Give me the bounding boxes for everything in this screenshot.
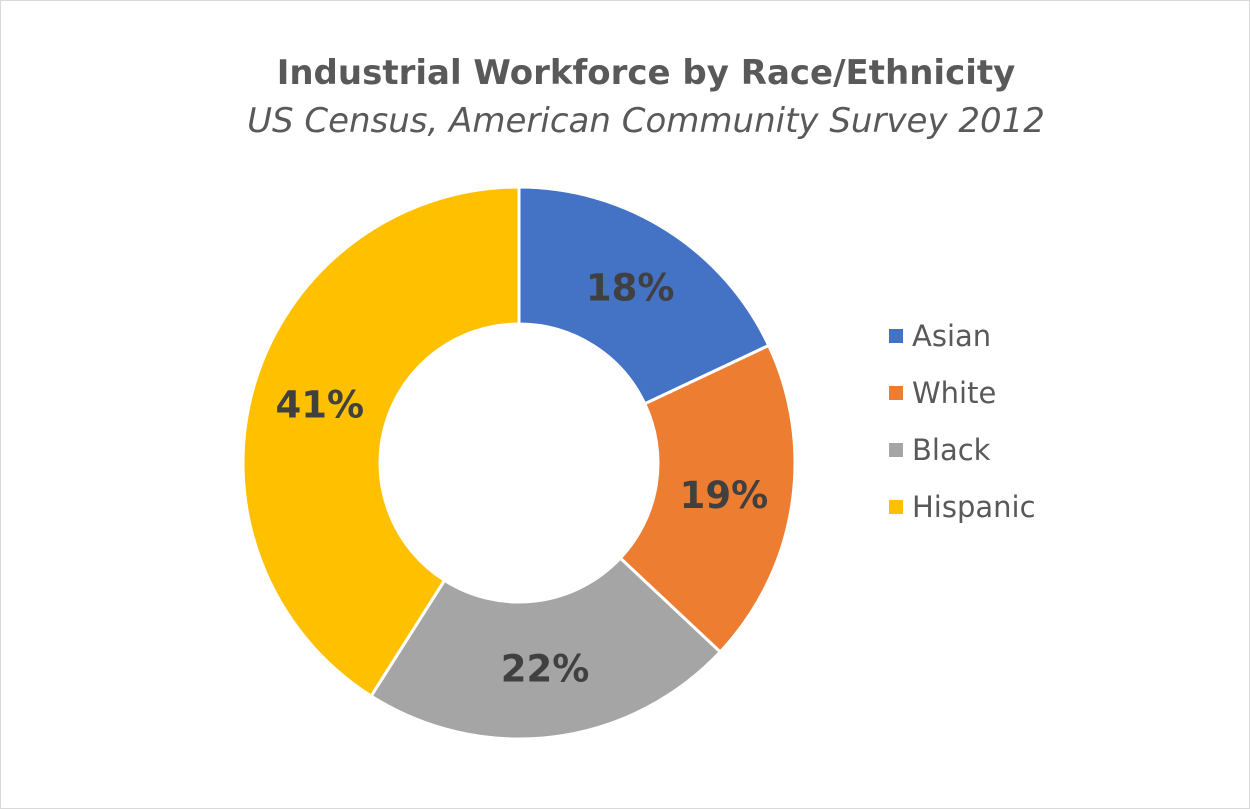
slice-hispanic [241,185,521,699]
legend-swatch [889,328,903,343]
chart-subtitle: US Census, American Community Survey 201… [247,101,1045,141]
legend-label: Asian [912,318,992,353]
slice-asian [517,185,771,406]
data-label-asian: 18% [586,266,675,309]
legend-swatch [889,499,903,514]
legend-item-asian: Asian [889,307,1036,364]
legend-item-black: Black [889,421,1036,478]
legend-swatch [889,385,903,400]
slice-white [618,343,797,655]
chart-legend: Asian White Black Hispanic [889,307,1036,535]
legend-item-hispanic: Hispanic [889,478,1036,535]
legend-item-white: White [889,364,1036,421]
legend-label: White [912,375,997,410]
slice-black [369,556,723,741]
data-label-hispanic: 41% [275,384,364,427]
chart-title: Industrial Workforce by Race/Ethnicity [276,53,1016,93]
legend-swatch [889,442,903,457]
data-label-white: 19% [680,474,769,517]
legend-label: Hispanic [912,489,1036,524]
data-label-black: 22% [501,647,590,690]
legend-label: Black [912,432,991,467]
